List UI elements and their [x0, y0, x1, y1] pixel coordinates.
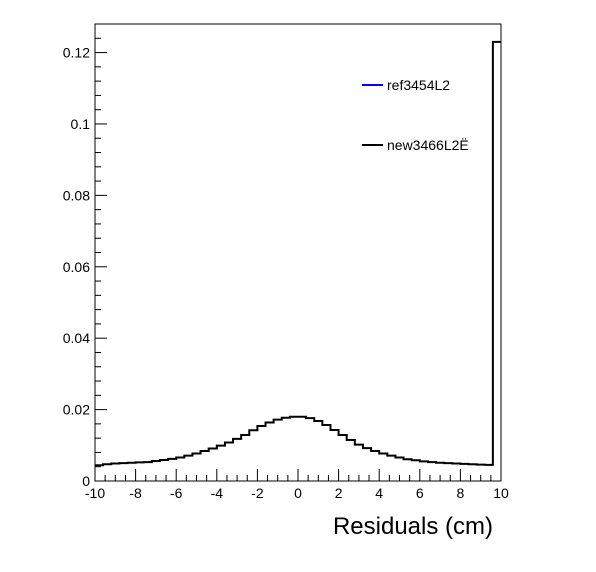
x-axis: -10 -8 -6 -4 -2 0 2 4 6 8 10 — [85, 469, 509, 501]
plot-frame — [94, 23, 502, 482]
x-tick-label: 4 — [375, 485, 383, 501]
x-tick-label: -8 — [129, 485, 142, 501]
legend-label-new: new3466L2Ë — [387, 137, 469, 153]
y-tick-label: 0.08 — [63, 187, 90, 203]
plot-area — [95, 40, 501, 467]
legend: ref3454L2 new3466L2Ë — [362, 77, 469, 153]
y-tick-label: 0 — [82, 473, 90, 489]
x-tick-label: 0 — [294, 485, 302, 501]
y-tick-label: 0.1 — [71, 116, 91, 132]
series-line-new — [95, 40, 501, 467]
x-tick-label: 10 — [493, 485, 509, 501]
y-tick-label: 0.06 — [63, 259, 90, 275]
x-tick-label: -2 — [251, 485, 264, 501]
y-tick-label: 0.02 — [63, 402, 90, 418]
legend-label-ref: ref3454L2 — [387, 77, 450, 93]
x-tick-label: 2 — [335, 485, 343, 501]
x-tick-label: 6 — [416, 485, 424, 501]
x-tick-label: -4 — [211, 485, 224, 501]
y-tick-label: 0.04 — [63, 330, 90, 346]
y-tick-label: 0.12 — [63, 45, 90, 61]
x-tick-label: -10 — [85, 485, 105, 501]
x-axis-title: Residuals (cm) — [333, 513, 493, 540]
legend-box — [357, 72, 489, 170]
x-tick-label: -6 — [170, 485, 183, 501]
x-tick-label: 8 — [457, 485, 465, 501]
